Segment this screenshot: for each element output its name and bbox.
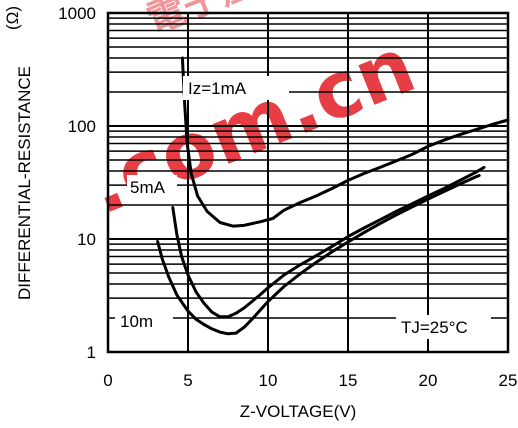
x-tick-label: 20 (419, 371, 438, 390)
grid (108, 13, 508, 352)
label-bg-5mA (127, 175, 177, 199)
y-tick-labels: 1 10 100 1000 (58, 4, 96, 362)
plot-frame (106, 11, 510, 354)
label-tj: TJ=25°C (401, 318, 468, 337)
x-tick-label: 0 (103, 371, 112, 390)
curve-series-2 (156, 174, 481, 336)
x-tick-label: 25 (499, 371, 518, 390)
y-tick-label: 10 (77, 230, 96, 249)
y-axis-unit: (Ω) (3, 6, 22, 30)
curve-series-0 (180, 56, 510, 228)
y-tick-label: 100 (68, 117, 96, 136)
x-axis-title: Z-VOLTAGE(V) (240, 402, 357, 421)
label-5mA: 5mA (130, 178, 166, 197)
x-tick-labels: 0 5 10 15 20 25 (103, 371, 517, 390)
label-bg-10mA (115, 309, 173, 333)
x-tick-label: 5 (183, 371, 192, 390)
curves (156, 56, 510, 336)
y-axis-title: DIFFERENTIAL-RESISTANCE (15, 66, 34, 300)
label-1mA: Iz=1mA (188, 79, 247, 98)
watermark-chinese: 電子產品 (141, 0, 298, 42)
label-10mA: 10m (120, 312, 153, 331)
x-tick-label: 15 (339, 371, 358, 390)
y-tick-label: 1 (87, 343, 96, 362)
x-tick-label: 10 (259, 371, 278, 390)
label-bg-1mA (183, 76, 289, 100)
label-bg-tj (396, 315, 491, 339)
curve-series-1 (171, 165, 486, 319)
y-tick-label: 1000 (58, 4, 96, 23)
